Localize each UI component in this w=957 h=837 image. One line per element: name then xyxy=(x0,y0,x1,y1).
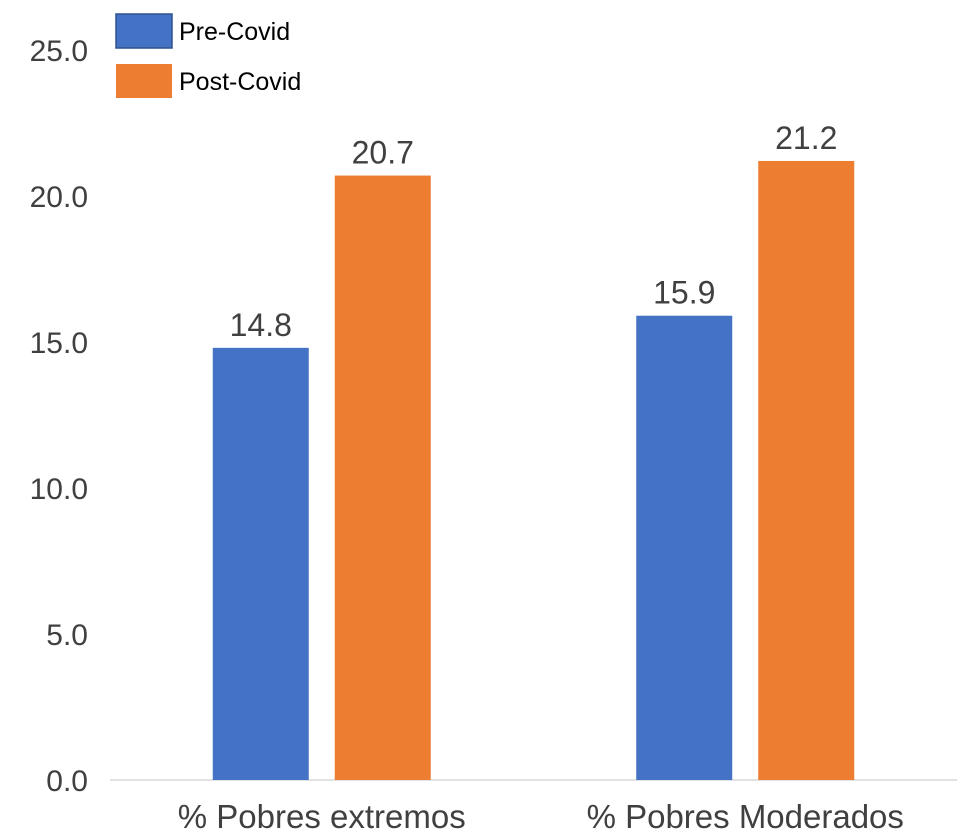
bar-pre-covid-0 xyxy=(212,347,309,780)
legend-swatch-post-covid xyxy=(116,64,172,98)
data-label: 21.2 xyxy=(775,120,837,156)
y-tick-label: 5.0 xyxy=(46,619,88,652)
data-label: 14.8 xyxy=(230,307,292,343)
category-label: % Pobres Moderados xyxy=(587,798,904,835)
bars xyxy=(212,160,855,780)
legend: Pre-Covid Post-Covid xyxy=(115,13,301,98)
data-labels: 14.8 20.7 15.9 21.2 xyxy=(230,120,838,343)
y-tick-label: 25.0 xyxy=(30,35,88,68)
category-labels: % Pobres extremos % Pobres Moderados xyxy=(178,798,904,835)
bar-pre-covid-1 xyxy=(636,315,733,780)
y-axis-ticks: 0.0 5.0 10.0 15.0 20.0 25.0 xyxy=(30,35,88,798)
y-tick-label: 0.0 xyxy=(46,765,88,798)
data-label: 20.7 xyxy=(352,135,414,171)
y-tick-label: 20.0 xyxy=(30,181,88,214)
y-tick-label: 15.0 xyxy=(30,327,88,360)
y-tick-label: 10.0 xyxy=(30,473,88,506)
bar-post-covid-1 xyxy=(758,160,855,780)
category-label: % Pobres extremos xyxy=(178,798,466,835)
legend-label: Post-Covid xyxy=(179,68,301,96)
data-label: 15.9 xyxy=(653,275,715,311)
legend-swatch-pre-covid xyxy=(115,13,173,49)
legend-label: Pre-Covid xyxy=(179,18,290,46)
bar-post-covid-0 xyxy=(334,175,431,780)
